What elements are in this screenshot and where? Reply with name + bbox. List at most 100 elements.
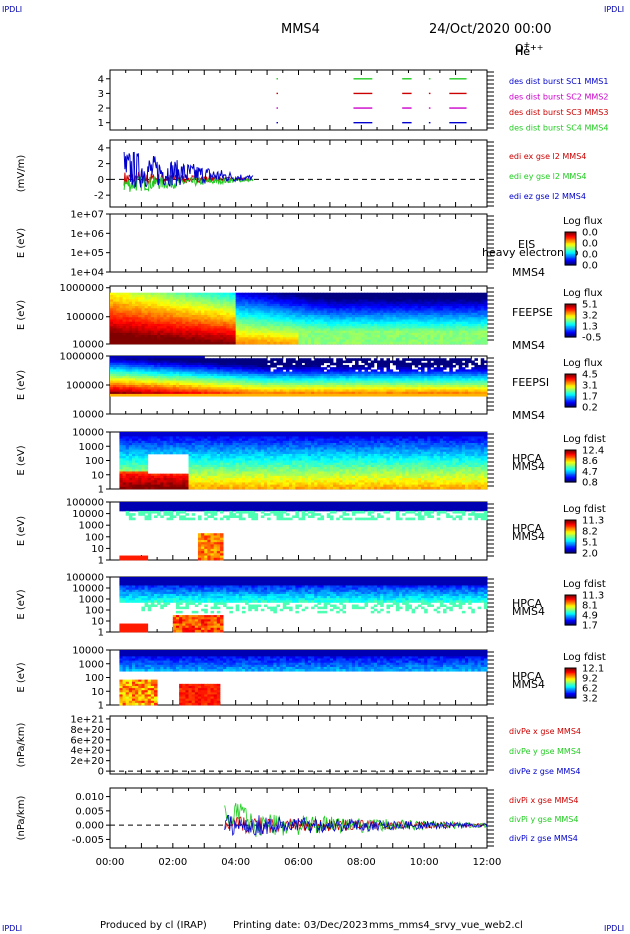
feepsi-spectrogram-cell — [430, 387, 434, 390]
feepsi-spectrogram-cell — [273, 380, 277, 384]
feepsi-spectrogram-cell — [326, 393, 331, 397]
feepsi-spectrogram-cell — [238, 393, 243, 397]
feepsi-spectrogram-cell — [204, 369, 208, 373]
feepse-spectrogram-cell — [402, 339, 406, 343]
feepse-spectrogram-cell — [229, 321, 233, 325]
feepse-spectrogram-cell — [408, 332, 412, 336]
feepsi-spectrogram-cell — [144, 391, 149, 395]
feepse-spectrogram-cell — [339, 315, 343, 318]
feepse-spectrogram-cell — [358, 335, 362, 338]
feepse-spectrogram-cell — [361, 299, 365, 303]
feepse-spectrogram-cell — [329, 310, 334, 314]
feepse-spectrogram-cell — [292, 297, 296, 300]
feepse-spectrogram-cell — [298, 292, 303, 296]
feepse-spectrogram-cell — [141, 312, 145, 316]
feepse-spectrogram-cell — [408, 330, 412, 334]
feepsi-spectrogram-cell — [144, 378, 149, 381]
feepse-spectrogram-cell — [395, 319, 400, 323]
feepsi-spectrogram-cell — [172, 364, 177, 368]
feepsi-spectrogram-cell — [427, 393, 431, 397]
feepsi-spectrogram-cell — [427, 360, 431, 364]
feepse-spectrogram-cell — [201, 323, 205, 327]
feepse-spectrogram-cell — [226, 312, 230, 316]
feepse-spectrogram-cell — [110, 301, 114, 305]
feepse-spectrogram-cell — [119, 294, 123, 298]
feepse-spectrogram-cell — [402, 310, 406, 314]
feepse-spectrogram-cell — [223, 337, 227, 340]
feepsi-spectrogram-cell — [386, 369, 391, 373]
feepse-spectrogram-cell — [141, 319, 145, 323]
feepse-spectrogram-cell — [446, 315, 450, 318]
feepse-spectrogram-cell — [355, 310, 359, 314]
feepsi-spectrogram-cell — [348, 391, 353, 395]
feepsi-spectrogram-cell — [201, 356, 205, 359]
feepse-spectrogram-cell — [320, 323, 325, 327]
feepse-spectrogram-cell — [458, 332, 463, 336]
feepse-spectrogram-cell — [113, 308, 117, 311]
feepse-spectrogram-cell — [157, 301, 161, 305]
feepse-spectrogram-cell — [285, 306, 290, 309]
feepse-spectrogram-cell — [273, 292, 277, 296]
feepse-spectrogram-cell — [188, 332, 193, 336]
feepse-spectrogram-cell — [439, 294, 444, 298]
feepse-spectrogram-cell — [219, 308, 224, 311]
feepse-spectrogram-cell — [348, 294, 353, 298]
feepse-spectrogram-cell — [361, 339, 365, 343]
feepse-spectrogram-cell — [314, 317, 318, 320]
feepse-spectrogram-cell — [245, 339, 249, 343]
feepsi-spectrogram-cell — [317, 362, 321, 366]
feepsi-spectrogram-cell — [235, 382, 240, 386]
feepse-spectrogram-cell — [329, 341, 334, 345]
feepse-spectrogram-cell — [301, 299, 306, 303]
feepsi-spectrogram-cell — [229, 385, 233, 388]
feepse-spectrogram-cell — [153, 341, 158, 345]
feepsi-spectrogram-cell — [314, 389, 318, 393]
feepse-spectrogram-cell — [326, 292, 331, 296]
feepse-spectrogram-cell — [245, 330, 249, 334]
feepsi-spectrogram-cell — [157, 367, 161, 370]
feepse-spectrogram-cell — [131, 299, 136, 303]
feepse-spectrogram-cell — [395, 332, 400, 336]
feepse-spectrogram-cell — [380, 328, 384, 332]
feepsi-spectrogram-cell — [298, 362, 303, 366]
feepsi-spectrogram-cell — [135, 382, 139, 386]
feepse-spectrogram-cell — [361, 303, 365, 307]
feepse-spectrogram-cell — [182, 317, 186, 320]
feepse-spectrogram-cell — [144, 335, 149, 338]
feepse-spectrogram-cell — [226, 303, 230, 307]
feepsi-spectrogram-cell — [185, 369, 189, 373]
feepse-spectrogram-cell — [251, 306, 255, 309]
feepse-spectrogram-cell — [345, 312, 350, 316]
feepsi-spectrogram-cell — [197, 393, 202, 397]
feepsi-spectrogram-cell — [361, 371, 365, 375]
feepsi-spectrogram-cell — [213, 367, 218, 370]
feepse-spectrogram-cell — [289, 323, 293, 327]
feepse-spectrogram-cell — [207, 332, 211, 336]
feepsi-spectrogram-cell — [213, 391, 218, 395]
feepse-spectrogram-cell — [141, 308, 145, 311]
feepsi-spectrogram-cell — [128, 391, 133, 395]
feepsi-spectrogram-cell — [439, 373, 444, 377]
feepsi-spectrogram-cell — [317, 358, 321, 361]
feepse-spectrogram-cell — [169, 323, 174, 327]
feepse-spectrogram-cell — [179, 339, 183, 343]
feepse-spectrogram-cell — [458, 328, 463, 332]
feepse-spectrogram-cell — [263, 315, 268, 318]
feepsi-spectrogram-cell — [197, 369, 202, 373]
feepse-spectrogram-cell — [125, 294, 130, 298]
eis-cbar-swatch — [565, 262, 576, 265]
feepse-spectrogram-cell — [273, 321, 277, 325]
feepsi-spectrogram-cell — [245, 385, 249, 388]
feepsi-spectrogram-cell — [433, 382, 438, 386]
feepse-spectrogram-cell — [314, 306, 318, 309]
feepse-spectrogram-cell — [373, 317, 378, 320]
feepse-spectrogram-cell — [197, 303, 202, 307]
feepsi-spectrogram-cell — [251, 385, 255, 388]
feepse-spectrogram-cell — [333, 310, 337, 314]
feepse-spectrogram-cell — [345, 335, 350, 338]
feepsi-spectrogram-cell — [314, 362, 318, 366]
feepsi-spectrogram-cell — [367, 362, 372, 366]
feepse-spectrogram-cell — [355, 299, 359, 303]
feepsi-spectrogram-cell — [172, 378, 177, 381]
feepse-spectrogram-cell — [160, 310, 164, 314]
